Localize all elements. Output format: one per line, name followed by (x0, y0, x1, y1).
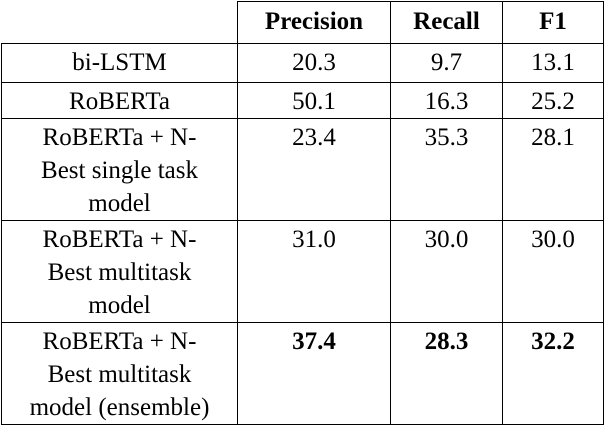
label-line: Best single task (41, 157, 198, 184)
label-line: model (88, 292, 151, 319)
table-row: RoBERTa + N- Best multitask model 31.0 30.0 3… (1, 220, 604, 323)
label-line: RoBERTa + N- (42, 328, 197, 355)
value-cell: 50.1 (237, 82, 391, 119)
row-label: RoBERTa + N- Best multitask model (1, 220, 238, 323)
value-cell: 23.4 (237, 118, 391, 221)
label-line: RoBERTa + N- (42, 226, 197, 253)
label-line: model (ensemble) (29, 394, 210, 421)
label-line: Best multitask (47, 361, 192, 388)
label-line: Best multitask (47, 259, 192, 286)
table-row: RoBERTa 50.1 16.3 25.2 (1, 82, 604, 119)
row-label: RoBERTa + N- Best single task model (1, 118, 238, 221)
value-cell: 31.0 (237, 220, 391, 323)
value-cell: 28.3 (390, 322, 503, 425)
table-row: bi-LSTM 20.3 9.7 13.1 (1, 43, 604, 83)
column-header: F1 (502, 1, 604, 44)
column-header: Recall (390, 1, 503, 44)
value-cell: 13.1 (502, 43, 604, 83)
table-row: RoBERTa + N- Best single task model 23.4 35.… (1, 118, 604, 221)
header-row: Precision Recall F1 (1, 1, 604, 44)
value-cell: 20.3 (237, 43, 391, 83)
value-cell: 9.7 (390, 43, 503, 83)
value-cell: 35.3 (390, 118, 503, 221)
value-cell: 30.0 (502, 220, 604, 323)
value-cell: 16.3 (390, 82, 503, 119)
value-cell: 30.0 (390, 220, 503, 323)
column-header: Precision (237, 1, 391, 44)
value-cell: 25.2 (502, 82, 604, 119)
value-cell: 28.1 (502, 118, 604, 221)
corner-cell (1, 1, 238, 44)
label-line: RoBERTa + N- (42, 124, 197, 151)
label-line: RoBERTa (69, 88, 170, 115)
table-row: RoBERTa + N- Best multitask model (ensembl… (1, 322, 604, 425)
row-label: RoBERTa (1, 82, 238, 119)
label-line: bi-LSTM (72, 49, 167, 76)
value-cell: 32.2 (502, 322, 604, 425)
row-label: RoBERTa + N- Best multitask model (ensembl… (1, 322, 238, 425)
value-cell: 37.4 (237, 322, 391, 425)
row-label: bi-LSTM (1, 43, 238, 83)
table-body: bi-LSTM 20.3 9.7 13.1 RoBERTa 50.1 16.3 25.2 RoB… (1, 43, 604, 425)
label-line: model (88, 190, 151, 217)
